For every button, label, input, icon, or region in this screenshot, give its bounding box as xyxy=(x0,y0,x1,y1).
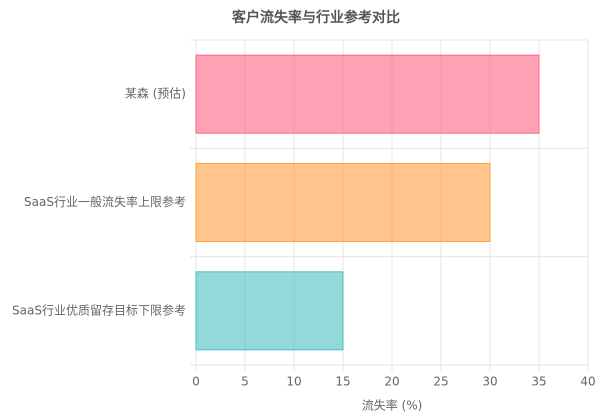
x-tick-label: 30 xyxy=(482,375,497,389)
x-tick-label: 25 xyxy=(433,375,448,389)
y-tick-label: 某森 (预估) xyxy=(125,86,186,101)
y-tick-label: SaaS行业优质留存目标下限参考 xyxy=(12,302,186,317)
y-tick-label: SaaS行业一般流失率上限参考 xyxy=(24,194,186,209)
x-tick-label: 15 xyxy=(335,375,350,389)
x-axis-label: 流失率 (%) xyxy=(362,398,423,413)
x-tick-label: 10 xyxy=(286,375,301,389)
bar xyxy=(195,163,491,242)
x-tick-label: 0 xyxy=(192,375,200,389)
bar xyxy=(195,271,344,351)
bar xyxy=(195,54,540,134)
chart-title: 客户流失率与行业参考对比 xyxy=(231,9,400,26)
x-tick-label: 20 xyxy=(384,375,399,389)
x-tick-label: 35 xyxy=(531,375,546,389)
x-tick-label: 5 xyxy=(241,375,249,389)
x-tick-label: 40 xyxy=(580,375,595,389)
